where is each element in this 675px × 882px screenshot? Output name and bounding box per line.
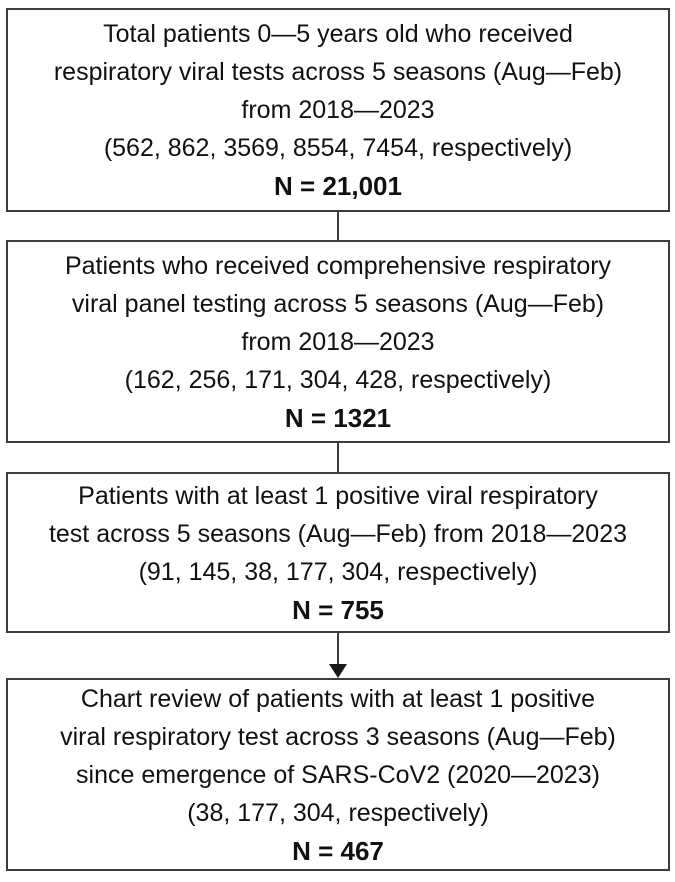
flow-box-chart-review: Chart review of patients with at least 1… (6, 678, 670, 871)
flow-box-at-least-one-positive: Patients with at least 1 positive viral … (6, 472, 670, 633)
box-text-line: since emergence of SARS-CoV2 (2020—2023) (76, 760, 600, 789)
flow-box-comprehensive-panel-testing: Patients who received comprehensive resp… (6, 240, 670, 443)
box-text-line: Patients with at least 1 positive viral … (78, 481, 598, 510)
box-text-line: respiratory viral tests across 5 seasons… (53, 58, 623, 86)
connector-line-2 (6, 443, 670, 472)
connector-arrow-3 (6, 633, 670, 678)
box-text-line: test across 5 seasons (Aug—Feb) from 201… (48, 519, 628, 548)
n-count: N = 21,001 (274, 171, 402, 201)
connector-vertical-line (336, 212, 340, 240)
down-arrowhead-icon (329, 664, 347, 678)
box-text-line: from 2018—2023 (241, 327, 435, 356)
n-count: N = 755 (292, 594, 384, 625)
n-count: N = 1321 (284, 402, 392, 433)
box-text-line: from 2018—2023 (241, 96, 435, 124)
n-count: N = 467 (292, 835, 384, 866)
box-text-line: Patients who received comprehensive resp… (64, 251, 612, 280)
box-text-line: Total patients 0—5 years old who receive… (103, 20, 573, 48)
connector-vertical-line (336, 443, 340, 472)
box-text-line: (162, 256, 171, 304, 428, respectively) (124, 365, 552, 394)
connector-vertical-line (336, 633, 340, 664)
box-text-line: (562, 862, 3569, 8554, 7454, respectivel… (103, 134, 573, 162)
connector-line-1 (6, 212, 670, 240)
box-text-line: (91, 145, 38, 177, 304, respectively) (138, 557, 538, 586)
flow-box-total-patients-tested: Total patients 0—5 years old who receive… (6, 8, 670, 212)
box-text-line: viral panel testing across 5 seasons (Au… (71, 289, 605, 318)
box-text-line: Chart review of patients with at least 1… (80, 684, 596, 713)
box-text-line: (38, 177, 304, respectively) (187, 798, 489, 827)
box-text-line: viral respiratory test across 3 seasons … (60, 722, 616, 751)
